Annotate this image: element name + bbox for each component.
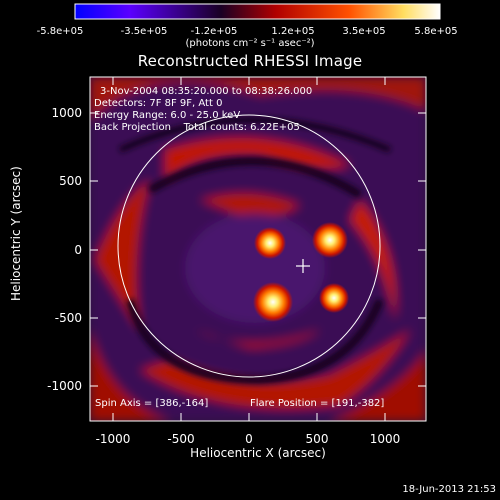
corner-red-right xyxy=(330,350,426,421)
y-tick-label: -500 xyxy=(54,311,82,325)
y-tick-label: -1000 xyxy=(47,379,82,393)
flare-position-label: Flare Position = [191,-382] xyxy=(250,398,385,409)
axis-ticks xyxy=(90,77,426,421)
dark-ring-1 xyxy=(148,157,363,199)
plot-title: Reconstructed RHESSI Image xyxy=(137,52,363,70)
solar-limb-circle xyxy=(117,114,381,378)
energy-range: Energy Range: 6.0 - 25.0 keV xyxy=(94,110,241,121)
x-tick-label: -1000 xyxy=(95,432,131,446)
lower-red-arc xyxy=(140,330,410,409)
x-axis-label: Heliocentric X (arcsec) xyxy=(190,446,326,460)
colorbar-tick: -3.5e+05 xyxy=(120,26,168,37)
y-tick-label: 1000 xyxy=(51,106,82,120)
x-tick-label: 0 xyxy=(245,432,253,446)
colorbar-tick: -1.2e+05 xyxy=(190,26,238,37)
colorbar-tick: -5.8e+05 xyxy=(36,26,84,37)
detectors: Detectors: 7F 8F 9F, Att 0 xyxy=(94,98,223,109)
image-plot xyxy=(90,77,426,421)
right-red-arc xyxy=(350,200,396,320)
y-axis-label: Heliocentric Y (arcsec) xyxy=(9,166,23,301)
colorbar-tick: 3.5e+05 xyxy=(342,26,386,37)
top-red-band xyxy=(90,77,426,120)
colorbar-units: (photons cm⁻² s⁻¹ asec⁻²) xyxy=(185,38,315,49)
time-range: 3-Nov-2004 08:35:20.000 to 08:38:26.000 xyxy=(100,86,313,97)
plot-frame xyxy=(89,76,427,422)
corner-red xyxy=(90,330,170,421)
spin-axis-marker xyxy=(296,259,310,273)
spin-axis-label: Spin Axis = [386,-164] xyxy=(95,398,209,409)
source-upper-left xyxy=(254,227,286,259)
upper-red-arc xyxy=(165,138,350,180)
inner-red-arc xyxy=(200,193,300,217)
source-lower-left xyxy=(253,282,293,322)
dark-ring-2 xyxy=(126,298,384,385)
y-tick-label: 500 xyxy=(59,174,82,188)
colorbar-tick: 1.2e+05 xyxy=(271,26,315,37)
colorbar-tick: 5.8e+05 xyxy=(414,26,458,37)
colorbar xyxy=(74,3,441,20)
source-lower-right xyxy=(319,283,349,313)
inner-lower-arc xyxy=(195,330,320,348)
source-upper-right xyxy=(312,222,348,258)
x-tick-label: 500 xyxy=(305,432,329,446)
dark-ring-3 xyxy=(118,117,392,153)
y-tick-label: 0 xyxy=(74,243,82,257)
background-structure xyxy=(90,77,426,421)
method-counts: Back Projection Total counts: 6.22E+05 xyxy=(94,122,300,133)
left-red-arc xyxy=(95,180,150,330)
x-tick-label: 1000 xyxy=(369,432,401,446)
x-tick-label: -500 xyxy=(167,432,195,446)
dark-rings xyxy=(118,117,392,385)
timestamp: 18-Jun-2013 21:53 xyxy=(402,484,496,495)
